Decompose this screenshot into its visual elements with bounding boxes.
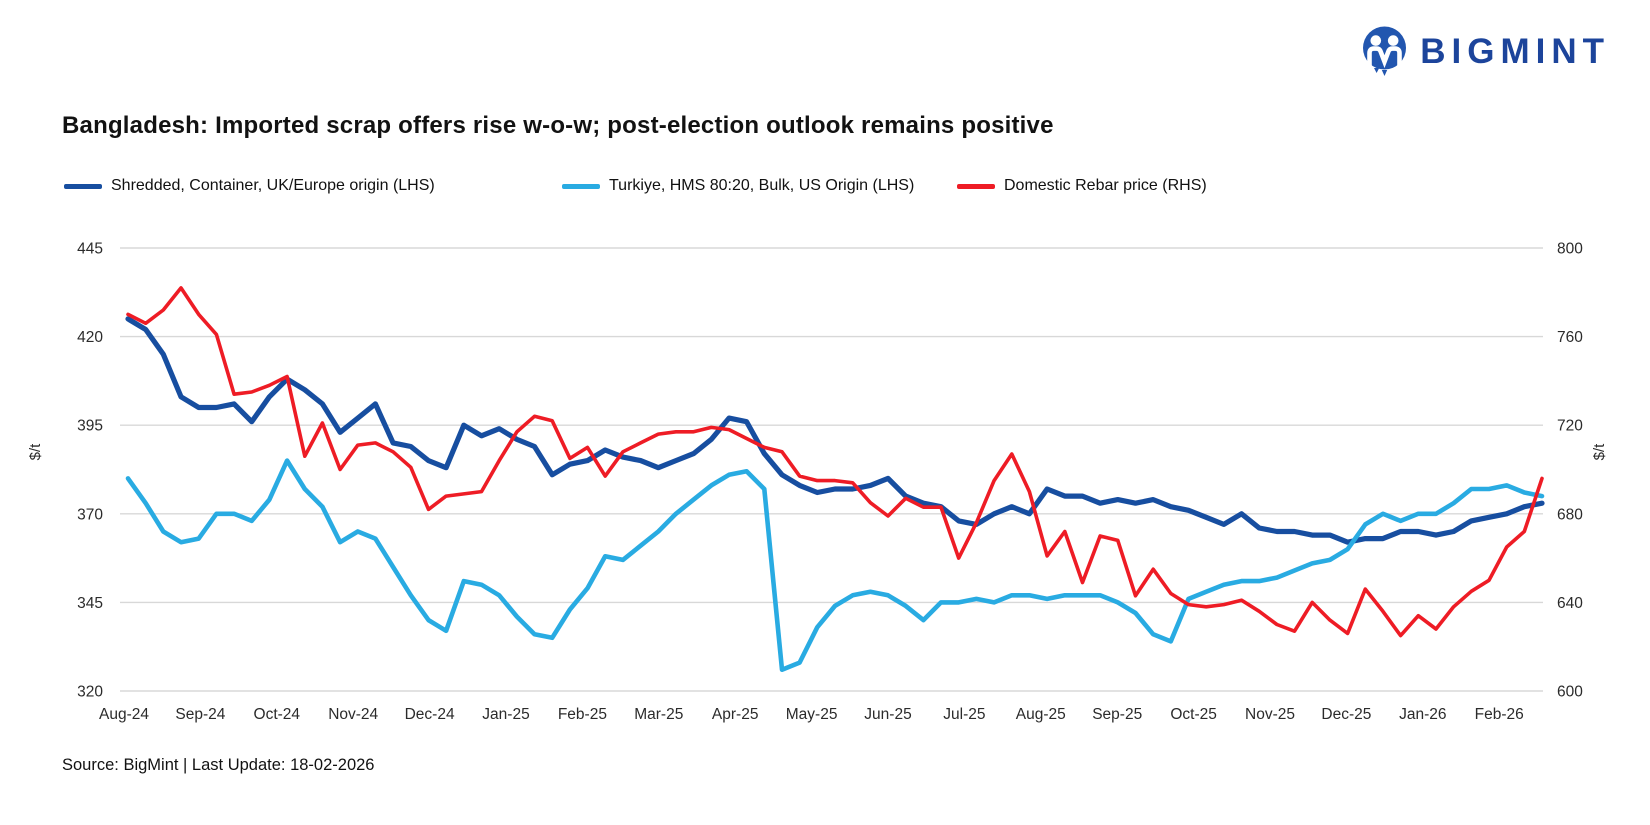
legend-item-turkiye: Turkiye, HMS 80:20, Bulk, US Origin (LHS… bbox=[562, 177, 914, 195]
series-line-turkiye bbox=[125, 458, 1545, 673]
chart-title: Bangladesh: Imported scrap offers rise w… bbox=[62, 112, 1054, 139]
right-axis-unit-label: $/t bbox=[1591, 443, 1608, 461]
x-axis-tick: Mar-25 bbox=[634, 706, 683, 723]
x-axis-tick: Oct-25 bbox=[1170, 706, 1217, 723]
x-axis-tick: Jun-25 bbox=[864, 706, 911, 723]
y-axis-tick-right: 800 bbox=[1557, 241, 1583, 258]
legend-label-rebar: Domestic Rebar price (RHS) bbox=[1004, 177, 1207, 194]
source-note: Source: BigMint | Last Update: 18-02-202… bbox=[62, 756, 375, 774]
left-axis-unit-label: $/t bbox=[27, 443, 44, 461]
x-axis-tick: Jul-25 bbox=[943, 706, 985, 723]
x-axis-tick: May-25 bbox=[786, 706, 838, 723]
y-axis-tick-left: 345 bbox=[77, 595, 103, 612]
x-axis-tick: Dec-25 bbox=[1321, 706, 1371, 723]
x-axis-tick: Nov-24 bbox=[328, 706, 378, 723]
x-axis-tick: Feb-25 bbox=[558, 706, 607, 723]
x-axis-tick: Aug-25 bbox=[1016, 706, 1066, 723]
x-axis-tick: Feb-26 bbox=[1475, 706, 1524, 723]
x-axis-tick: Jan-26 bbox=[1399, 706, 1446, 723]
x-axis-tick: Jan-25 bbox=[482, 706, 529, 723]
legend-label-shredded: Shredded, Container, UK/Europe origin (L… bbox=[111, 177, 435, 194]
series-line-shredded bbox=[125, 316, 1545, 545]
series-line-rebar bbox=[126, 286, 1544, 638]
x-axis-tick: Dec-24 bbox=[405, 706, 455, 723]
x-axis-tick: Oct-24 bbox=[254, 706, 301, 723]
x-axis-tick: Apr-25 bbox=[712, 706, 759, 723]
x-axis-tick: Nov-25 bbox=[1245, 706, 1295, 723]
legend-swatch-shredded bbox=[64, 183, 102, 189]
y-axis-tick-right: 760 bbox=[1557, 329, 1583, 346]
y-axis-tick-left: 445 bbox=[77, 241, 103, 258]
y-axis-tick-right: 640 bbox=[1557, 595, 1583, 612]
y-axis-tick-left: 320 bbox=[77, 684, 103, 701]
y-axis-tick-left: 420 bbox=[77, 329, 103, 346]
x-axis-tick: Sep-24 bbox=[175, 706, 225, 723]
legend-item-shredded: Shredded, Container, UK/Europe origin (L… bbox=[64, 177, 435, 195]
legend-item-rebar: Domestic Rebar price (RHS) bbox=[957, 177, 1207, 195]
x-axis-tick: Sep-25 bbox=[1092, 706, 1142, 723]
bigmint-logo: BIGMINT bbox=[1361, 26, 1610, 78]
y-axis-tick-right: 600 bbox=[1557, 684, 1583, 701]
legend-swatch-turkiye bbox=[562, 183, 600, 189]
bigmint-logo-icon bbox=[1363, 26, 1407, 76]
legend-label-turkiye: Turkiye, HMS 80:20, Bulk, US Origin (LHS… bbox=[609, 177, 915, 194]
y-axis-tick-right: 720 bbox=[1557, 418, 1583, 435]
legend-swatch-rebar bbox=[957, 183, 995, 189]
bigmint-logo-text: BIGMINT bbox=[1420, 32, 1610, 71]
y-axis-tick-left: 395 bbox=[77, 418, 103, 435]
x-axis-tick: Aug-24 bbox=[99, 706, 149, 723]
y-axis-tick-right: 680 bbox=[1557, 506, 1583, 523]
y-axis-tick-left: 370 bbox=[77, 506, 103, 523]
